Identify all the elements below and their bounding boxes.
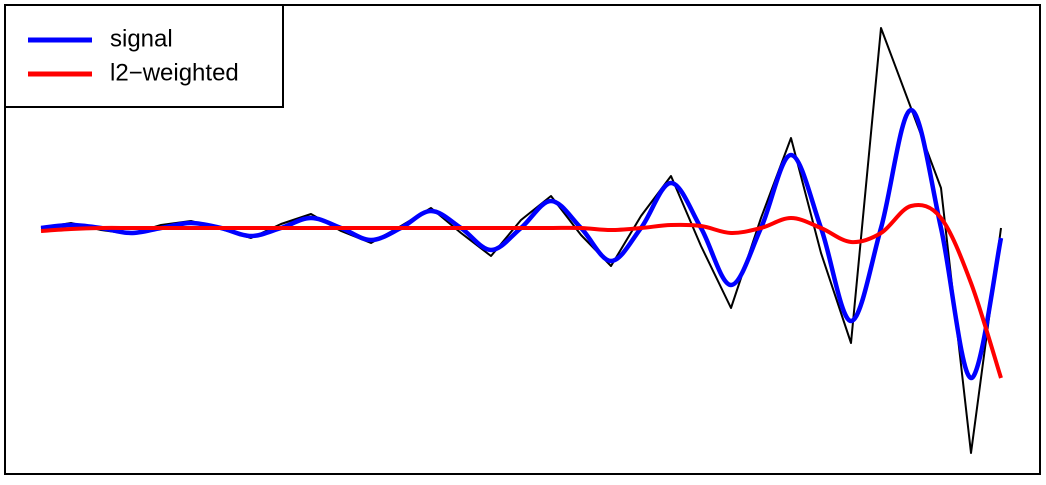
- legend-label: signal: [110, 25, 173, 52]
- series-line: [40, 203, 1003, 379]
- legend-box: [4, 4, 284, 108]
- legend-label: l2−weighted: [110, 59, 239, 86]
